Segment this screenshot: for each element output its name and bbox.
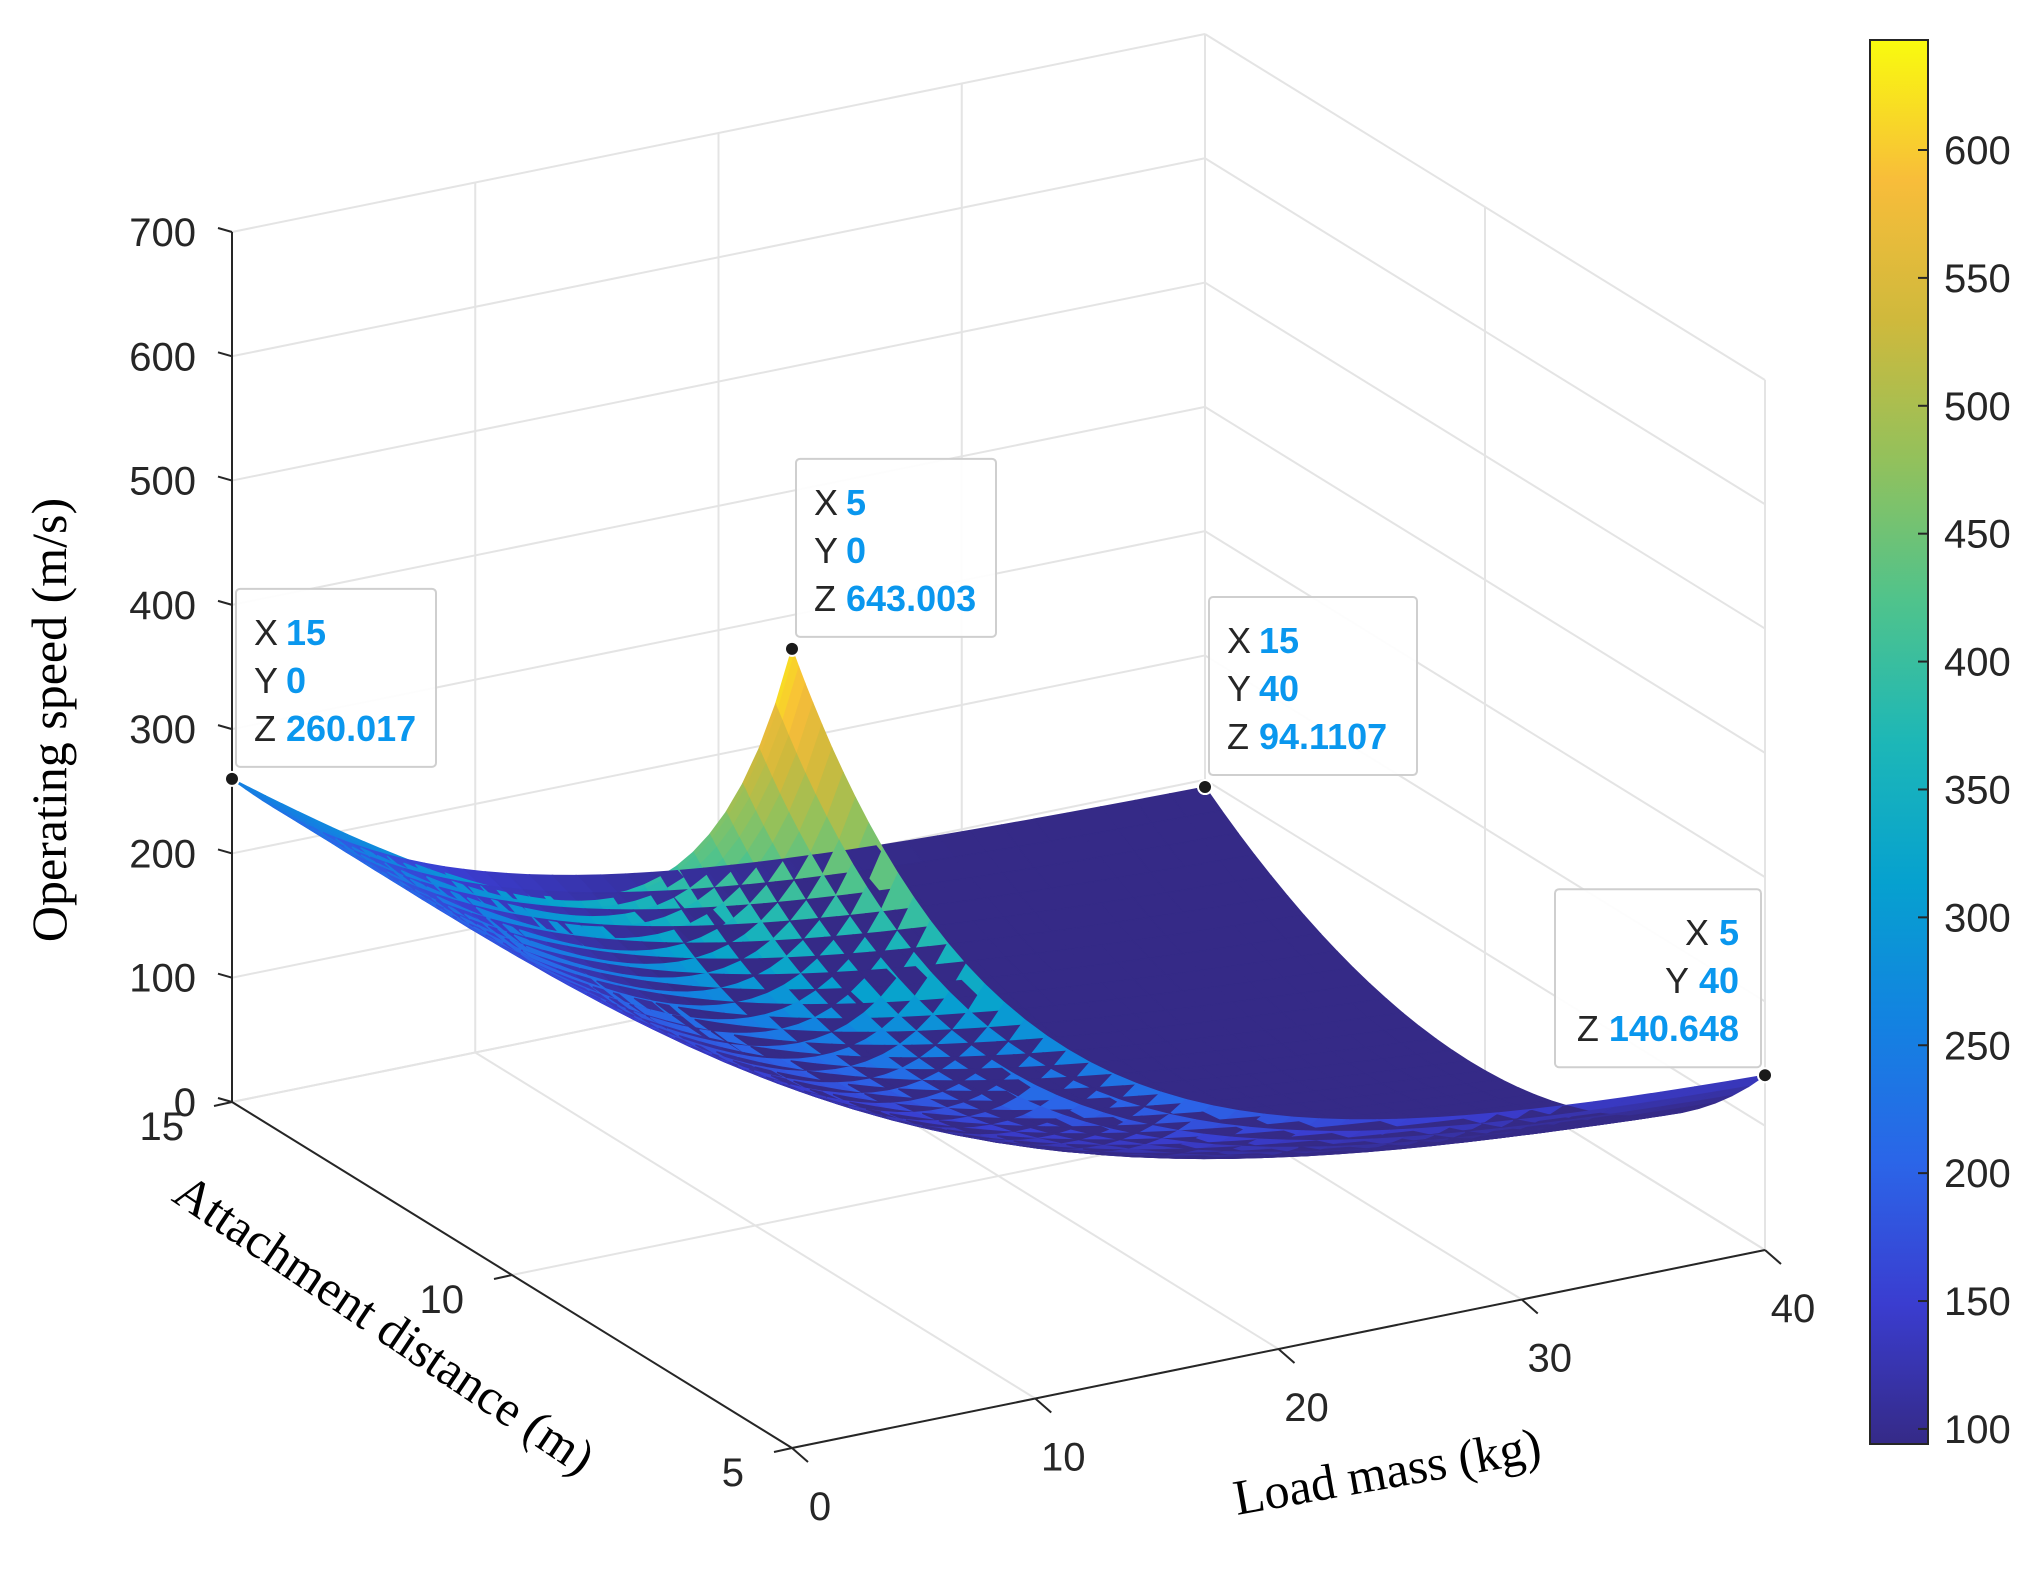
x-tick (493, 1274, 513, 1280)
z-tick-label: 100 (129, 957, 196, 1001)
colorbar-tick-label: 200 (1944, 1152, 2011, 1196)
y-tick-label: 20 (1284, 1386, 1329, 1430)
z-tick-label: 200 (129, 832, 196, 876)
y-tick-label: 10 (1041, 1436, 1086, 1480)
y-tick (791, 1447, 809, 1463)
datatip-key: Z (1577, 1008, 1599, 1049)
datatip-value: 260.017 (286, 708, 416, 749)
datatip-key: X (1227, 620, 1251, 661)
datatip-value: 643.003 (846, 578, 976, 619)
z-tick-label: 500 (129, 460, 196, 504)
z-tick-label: 600 (129, 335, 196, 379)
colorbar-tick-label: 300 (1944, 896, 2011, 940)
x-tick-label: 5 (722, 1451, 744, 1495)
z-tick (217, 351, 233, 358)
datatip-value: 40 (1259, 668, 1299, 709)
datatip-key: Z (1227, 716, 1249, 757)
colorbar-tick-label: 400 (1944, 641, 2011, 685)
datatip-key: X (1685, 912, 1709, 953)
colorbar-tick-label: 350 (1944, 768, 2011, 812)
colorbar-tick-label: 150 (1944, 1280, 2011, 1324)
datatip-marker (1757, 1067, 1773, 1084)
datatip-box (1554, 888, 1762, 1069)
colorbar-tick-label: 450 (1944, 513, 2011, 557)
datatip: X 15Y 40Z 94.1107 (1208, 596, 1418, 777)
y-tick (1034, 1397, 1052, 1414)
datatip-key: Y (254, 660, 278, 701)
x-tick-label: 10 (420, 1278, 465, 1322)
surface-patch (1187, 1157, 1233, 1160)
colorbar-tick-label: 600 (1944, 129, 2011, 173)
colorbar-tick-label: 100 (1944, 1408, 2011, 1452)
datatip-value: 15 (1259, 620, 1299, 661)
y-tick (1764, 1249, 1782, 1265)
y-tick (1521, 1298, 1539, 1315)
datatip-value: 5 (1719, 912, 1739, 953)
datatip-value: 40 (1699, 960, 1739, 1001)
z-tick (217, 972, 233, 979)
datatip-key: X (814, 482, 838, 523)
x-tick-label: 15 (140, 1105, 185, 1149)
datatip-key: Y (1227, 668, 1251, 709)
y-tick (1277, 1348, 1296, 1364)
colorbar: 100 150 200 250 300 350 400 450 500 550 600 (1869, 39, 2011, 1452)
datatip-box (235, 587, 437, 768)
z-tick (217, 599, 233, 606)
x-tick (773, 1447, 793, 1453)
datatip: X 5Y 0Z 643.003 (795, 457, 997, 638)
datatip-value: 94.1107 (1259, 716, 1387, 757)
z-tick (217, 475, 233, 482)
z-tick (217, 848, 233, 855)
z-tick-label: 300 (129, 708, 196, 752)
datatip: X 15Y 0Z 260.017 (235, 587, 437, 768)
datatip-key: Z (814, 578, 836, 619)
z-tick-label: 400 (129, 584, 196, 628)
y-axis-title: Load mass (kg) (1229, 1417, 1545, 1526)
datatip-value: 15 (286, 612, 326, 653)
datatip-value: 5 (846, 482, 866, 523)
datatip-value: 0 (286, 660, 306, 701)
y-tick-label: 40 (1771, 1287, 1816, 1331)
x-tick (213, 1101, 233, 1107)
y-tick-label: 30 (1528, 1337, 1573, 1381)
datatip-value: 140.648 (1609, 1008, 1739, 1049)
surface (231, 646, 1766, 1160)
datatip-value: 0 (846, 530, 866, 571)
z-tick (217, 1097, 233, 1103)
colorbar-tick-label: 550 (1944, 257, 2011, 301)
datatip-marker (784, 640, 800, 657)
colorbar-gradient (1869, 39, 1929, 1445)
z-tick-label: 0 (174, 1081, 196, 1125)
z-tick (217, 724, 233, 731)
datatip-key: X (254, 612, 278, 653)
datatip-marker (1197, 779, 1213, 796)
z-axis-title: Operating speed (m/s) (21, 498, 77, 942)
y-tick-label: 0 (809, 1485, 831, 1529)
datatip-key: Z (254, 708, 276, 749)
datatip-box (1208, 596, 1418, 777)
datatip-box (795, 457, 997, 638)
z-tick-label: 700 (129, 211, 196, 255)
datatip-key: Y (814, 530, 838, 571)
grid-layer (231, 33, 1766, 1449)
colorbar-tick-label: 500 (1944, 385, 2011, 429)
colorbar-tick-label: 250 (1944, 1024, 2011, 1068)
datatip-markers (224, 640, 1773, 1084)
x-axis-title: Attachment distance (m) (164, 1162, 605, 1485)
z-tick (217, 227, 233, 233)
datatip-marker (224, 770, 240, 787)
datatip-key: Y (1665, 960, 1689, 1001)
